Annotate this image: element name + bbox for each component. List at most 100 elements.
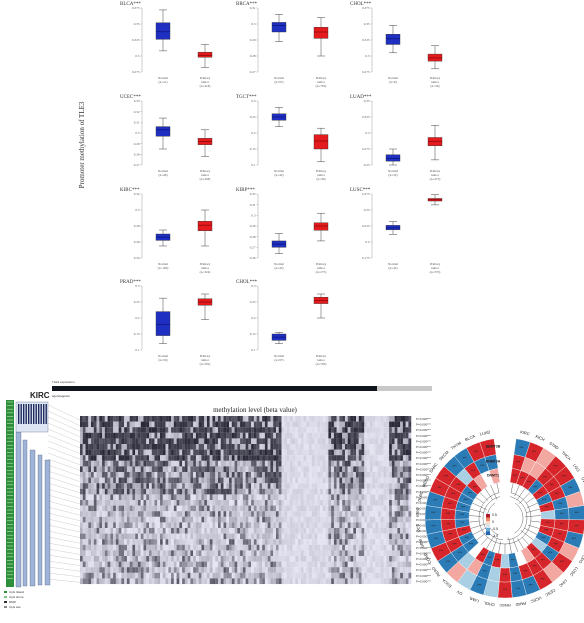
methylation-cell bbox=[179, 438, 183, 445]
methylation-cell bbox=[82, 483, 86, 489]
methylation-cell bbox=[303, 561, 307, 568]
methylation-cell bbox=[275, 505, 279, 512]
methylation-cell bbox=[273, 438, 277, 445]
methylation-cell bbox=[80, 544, 83, 551]
significance-mark: *** bbox=[434, 537, 439, 541]
methylation-cell bbox=[333, 511, 337, 517]
methylation-cell bbox=[237, 500, 241, 506]
methylation-cell bbox=[149, 494, 152, 501]
methylation-cell bbox=[353, 516, 357, 523]
methylation-cell bbox=[378, 444, 381, 450]
methylation-cell bbox=[229, 432, 232, 439]
methylation-cell bbox=[311, 472, 315, 478]
methylation-cell bbox=[173, 466, 177, 473]
methylation-cell bbox=[184, 427, 188, 433]
category-label: tumor bbox=[317, 266, 326, 270]
methylation-cell bbox=[347, 427, 351, 433]
methylation-cell bbox=[190, 522, 194, 529]
methylation-cell bbox=[220, 488, 224, 495]
methylation-cell bbox=[389, 449, 392, 456]
methylation-cell bbox=[342, 421, 346, 428]
cancer-label: LIHC bbox=[558, 578, 568, 588]
methylation-cell bbox=[344, 500, 348, 506]
methylation-cell bbox=[237, 455, 241, 461]
methylation-cell bbox=[339, 472, 343, 478]
methylation-cell bbox=[113, 438, 116, 445]
methylation-cell bbox=[132, 438, 136, 445]
methylation-cell bbox=[408, 528, 412, 534]
methylation-cell bbox=[400, 522, 403, 529]
methylation-cell bbox=[218, 522, 221, 529]
methylation-cell bbox=[162, 528, 166, 534]
methylation-cell bbox=[400, 533, 403, 540]
methylation-cell bbox=[281, 455, 285, 461]
methylation-cell bbox=[342, 567, 346, 573]
methylation-cell bbox=[300, 511, 304, 517]
methylation-cell bbox=[270, 472, 274, 478]
methylation-cell bbox=[245, 477, 249, 484]
methylation-cell bbox=[287, 561, 290, 568]
methylation-cell bbox=[182, 500, 185, 506]
methylation-cell bbox=[356, 556, 359, 562]
methylation-cell bbox=[320, 567, 323, 573]
methylation-cell bbox=[151, 528, 155, 534]
methylation-cell bbox=[80, 505, 83, 512]
methylation-cell bbox=[400, 528, 403, 534]
methylation-cell bbox=[300, 539, 304, 545]
methylation-cell bbox=[287, 477, 290, 484]
methylation-cell bbox=[162, 567, 166, 573]
methylation-cell bbox=[287, 483, 290, 489]
methylation-cell bbox=[182, 572, 185, 579]
methylation-cell bbox=[126, 472, 130, 478]
methylation-cell bbox=[300, 550, 304, 557]
methylation-cell bbox=[137, 505, 141, 512]
methylation-cell bbox=[107, 505, 111, 512]
methylation-cell bbox=[405, 550, 409, 557]
methylation-cell bbox=[325, 539, 329, 545]
methylation-cell bbox=[182, 494, 185, 501]
methylation-cell bbox=[220, 449, 224, 456]
methylation-cell bbox=[171, 444, 174, 450]
methylation-cell bbox=[173, 578, 177, 585]
methylation-cell bbox=[267, 578, 271, 585]
methylation-cell bbox=[242, 444, 246, 450]
methylation-cell bbox=[220, 455, 224, 461]
methylation-cell bbox=[275, 556, 279, 562]
methylation-cell bbox=[118, 544, 122, 551]
methylation-cell bbox=[300, 421, 304, 428]
dendrogram-branch bbox=[524, 515, 541, 517]
methylation-cell bbox=[394, 528, 398, 534]
methylation-cell bbox=[240, 494, 243, 501]
methylation-cell bbox=[342, 416, 346, 422]
methylation-cell bbox=[126, 494, 130, 501]
methylation-cell bbox=[306, 427, 310, 433]
methylation-cell bbox=[110, 578, 114, 585]
methylation-cell bbox=[278, 539, 282, 545]
methylation-cell bbox=[242, 466, 246, 473]
methylation-cell bbox=[273, 494, 277, 501]
methylation-cell bbox=[281, 449, 285, 456]
methylation-cell bbox=[253, 444, 257, 450]
methylation-cell bbox=[129, 432, 133, 439]
methylation-cell bbox=[157, 444, 161, 450]
methylation-cell bbox=[80, 483, 83, 489]
methylation-cell bbox=[223, 522, 227, 529]
methylation-cell bbox=[394, 432, 398, 439]
methylation-cell bbox=[336, 550, 340, 557]
methylation-cell bbox=[154, 416, 158, 422]
methylation-cell bbox=[173, 444, 177, 450]
methylation-cell bbox=[331, 550, 334, 557]
methylation-cell bbox=[113, 483, 116, 489]
methylation-cell bbox=[124, 561, 127, 568]
methylation-cell bbox=[298, 494, 301, 501]
methylation-cell bbox=[380, 544, 384, 551]
methylation-cell bbox=[135, 494, 139, 501]
probe-connector bbox=[47, 470, 81, 482]
methylation-cell bbox=[311, 460, 315, 467]
methylation-cell bbox=[104, 472, 108, 478]
methylation-cell bbox=[198, 427, 202, 433]
methylation-cell bbox=[104, 505, 108, 512]
methylation-cell bbox=[405, 544, 409, 551]
methylation-cell bbox=[179, 522, 183, 529]
